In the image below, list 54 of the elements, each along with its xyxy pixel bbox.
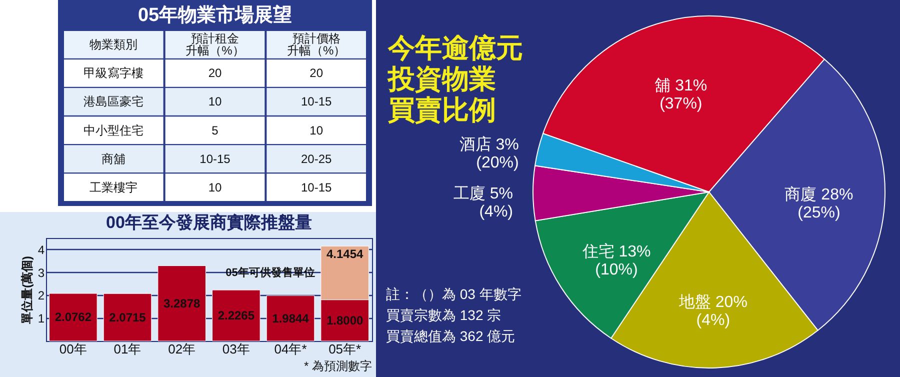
text: 港島區豪宅 (84, 94, 144, 109)
bar (158, 265, 206, 342)
text: 買賣宗數為 132 宗 (386, 307, 502, 323)
x-tick-label: 05年* (328, 342, 362, 356)
data-label: 1.8000 (326, 313, 364, 328)
text: 物業類別 (90, 38, 138, 52)
text: 工業樓宇 (90, 180, 138, 194)
text: 10 (310, 123, 324, 138)
chart-title: 00年至今發展商實際推盤量 (106, 213, 312, 232)
text: 10-15 (200, 152, 231, 166)
x-tick-label: 01年 (114, 342, 142, 356)
text: 商舖 (102, 152, 126, 166)
slice-label: 地盤 20% (4%) (678, 292, 748, 329)
data-label: 3.2878 (163, 296, 201, 310)
data-label: 2.2265 (218, 308, 255, 323)
bar (266, 295, 315, 342)
y-tick-label: 4 (38, 242, 45, 257)
x-tick-label: 04年* (274, 342, 307, 356)
text: 5 (212, 123, 219, 138)
slice-label: 舖 31% (37%) (654, 78, 708, 113)
bar (49, 293, 98, 342)
text: 註：（）為 03 年數字 (386, 286, 522, 302)
data-label: 2.0715 (109, 310, 146, 324)
total-label: 4.1454 (326, 247, 364, 262)
x-tick-label: 03年 (222, 342, 250, 356)
text: 20 (310, 66, 324, 80)
text: 10 (208, 94, 222, 109)
text: 20 (208, 66, 222, 80)
slice-label: 工廈 5% (4%) (453, 184, 514, 220)
text: 20-25 (300, 152, 332, 166)
y-tick-label: 3 (38, 266, 45, 280)
bar (103, 293, 152, 342)
bar (212, 290, 260, 342)
data-label: 2.0762 (54, 310, 92, 324)
y-tick-label: 1 (38, 312, 45, 326)
text: 預計價格升幅（%） (287, 32, 346, 58)
text: 10-15 (300, 180, 332, 194)
x-tick-label: 00年 (59, 342, 87, 356)
text: 甲級寫字樓 (84, 66, 144, 80)
y-axis-title: 單位量(萬個) (20, 256, 34, 325)
y-tick-label: 2 (38, 288, 45, 303)
text: 預計租金升幅（%） (186, 32, 244, 58)
text: 10-15 (300, 94, 332, 109)
data-label: 1.9844 (272, 311, 310, 326)
slice-label: 住宅 13% (10%) (581, 242, 651, 279)
text: * 為預測數字 (304, 359, 372, 373)
slice-label: 商廈 28% (25%) (784, 186, 854, 222)
text: 今年逾億元投資物業買賣比例 (387, 33, 523, 125)
text: 中小型住宅 (84, 123, 144, 138)
text: 買賣總值為 362 億元 (386, 328, 516, 344)
slice-label: 酒店 3% (20%) (459, 136, 519, 172)
text: 10 (208, 180, 222, 194)
text: 05年物業市場展望 (138, 4, 292, 26)
x-tick-label: 02年 (168, 342, 196, 356)
